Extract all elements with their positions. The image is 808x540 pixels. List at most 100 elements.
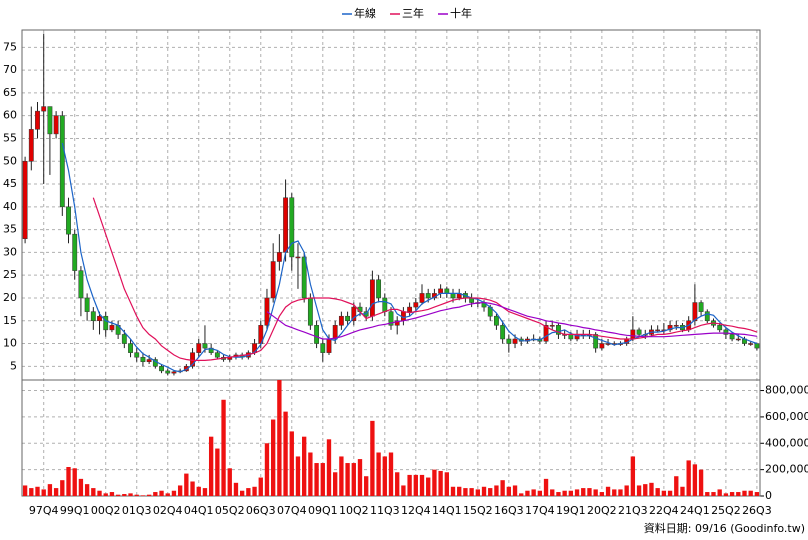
candle-body xyxy=(369,279,375,317)
volume-bar xyxy=(72,468,77,496)
volume-bar xyxy=(146,494,152,496)
volume-bar xyxy=(351,463,356,496)
x-tick-label: 04Q1 xyxy=(184,504,214,517)
volume-bar xyxy=(550,489,555,496)
candle-body xyxy=(270,261,276,299)
candle-body xyxy=(351,306,357,322)
volume-bar xyxy=(370,420,375,496)
volume-bar xyxy=(407,474,412,496)
candle-body xyxy=(103,315,109,331)
volume-bar xyxy=(202,488,208,496)
x-tick-label: 21Q3 xyxy=(618,504,648,517)
candle-body xyxy=(97,315,102,322)
volume-bar xyxy=(395,472,400,496)
candle-body xyxy=(754,343,760,349)
candle-body xyxy=(636,329,642,335)
volume-bar xyxy=(252,486,257,496)
y-tick-label: 45 xyxy=(3,177,17,190)
candle-body xyxy=(506,338,512,344)
y2-tick-label: 0 xyxy=(765,489,772,502)
volume-bar xyxy=(208,436,214,496)
volume-bar xyxy=(264,443,270,496)
candle-body xyxy=(549,325,555,327)
x-tick-label: 00Q2 xyxy=(91,504,121,517)
candle-body xyxy=(388,311,394,326)
candle-body xyxy=(450,293,456,299)
candle-body xyxy=(593,334,599,349)
candle-body xyxy=(47,106,53,135)
volume-bar xyxy=(748,490,753,496)
volume-bar xyxy=(636,485,642,496)
volume-bar xyxy=(667,490,673,496)
y2-tick-label: 600,000 xyxy=(765,410,808,423)
candle-body xyxy=(698,302,704,312)
volume-bar xyxy=(308,452,313,496)
candle-body xyxy=(425,293,431,299)
candle-body xyxy=(196,343,202,353)
volume-bar xyxy=(624,485,629,496)
candle-body xyxy=(314,325,320,344)
x-tick-label: 25Q2 xyxy=(711,504,741,517)
volume-bar xyxy=(605,486,611,496)
candle-body xyxy=(673,325,679,327)
candle-body xyxy=(301,256,307,299)
candle-body xyxy=(376,279,382,299)
x-tick-label: 16Q3 xyxy=(494,504,524,517)
candle-body xyxy=(332,325,338,340)
volume-bar xyxy=(457,486,462,496)
volume-bar xyxy=(494,485,499,496)
volume-bar xyxy=(115,494,121,496)
candle-body xyxy=(35,110,40,130)
candle-body xyxy=(704,311,710,322)
volume-bar xyxy=(233,482,239,496)
volume-bar xyxy=(574,489,580,496)
volume-bar xyxy=(91,488,96,496)
volume-bar xyxy=(512,485,518,496)
candle-body xyxy=(568,334,574,340)
volume-bar xyxy=(66,467,71,496)
volume-bar xyxy=(109,492,115,496)
x-tick-label: 10Q2 xyxy=(339,504,369,517)
ma-line xyxy=(266,301,757,340)
volume-bar xyxy=(736,492,741,496)
volume-bar xyxy=(345,463,350,496)
volume-bar xyxy=(742,490,747,496)
volume-bar xyxy=(22,485,28,496)
volume-bar xyxy=(500,480,505,496)
x-tick-label: 09Q1 xyxy=(308,504,338,517)
candle-body xyxy=(28,129,34,162)
candle-body xyxy=(109,325,115,331)
volume-bar xyxy=(97,490,102,496)
y-tick-label: 15 xyxy=(3,314,17,327)
volume-bar xyxy=(562,490,567,496)
x-tick-label: 20Q2 xyxy=(587,504,617,517)
y-tick-label: 35 xyxy=(3,223,17,236)
y-tick-label: 65 xyxy=(3,86,17,99)
candle-body xyxy=(413,302,419,308)
legend-label: 年線 xyxy=(354,6,376,20)
volume-bar xyxy=(705,492,710,496)
candle-body xyxy=(140,356,146,363)
candle-body xyxy=(444,288,450,294)
x-tick-label: 15Q2 xyxy=(463,504,493,517)
y-tick-label: 20 xyxy=(3,291,17,304)
candle-body xyxy=(667,325,673,331)
candle-body xyxy=(345,315,351,322)
candle-body xyxy=(729,334,735,340)
volume-bar xyxy=(556,492,561,496)
volume-bar xyxy=(711,492,716,496)
candle-body xyxy=(295,256,301,259)
volume-bar xyxy=(215,448,220,496)
legend-label: 十年 xyxy=(450,6,472,20)
volume-bar xyxy=(314,463,319,496)
volume-bar xyxy=(128,493,133,496)
volume-bar xyxy=(488,488,493,496)
volume-bar xyxy=(53,488,59,496)
volume-bar xyxy=(246,488,251,496)
volume-bar xyxy=(525,490,530,496)
candle-body xyxy=(283,197,288,253)
volume-bar xyxy=(419,474,425,496)
candle-body xyxy=(307,297,313,326)
x-tick-label: 02Q4 xyxy=(153,504,183,517)
candle-body xyxy=(556,325,561,335)
